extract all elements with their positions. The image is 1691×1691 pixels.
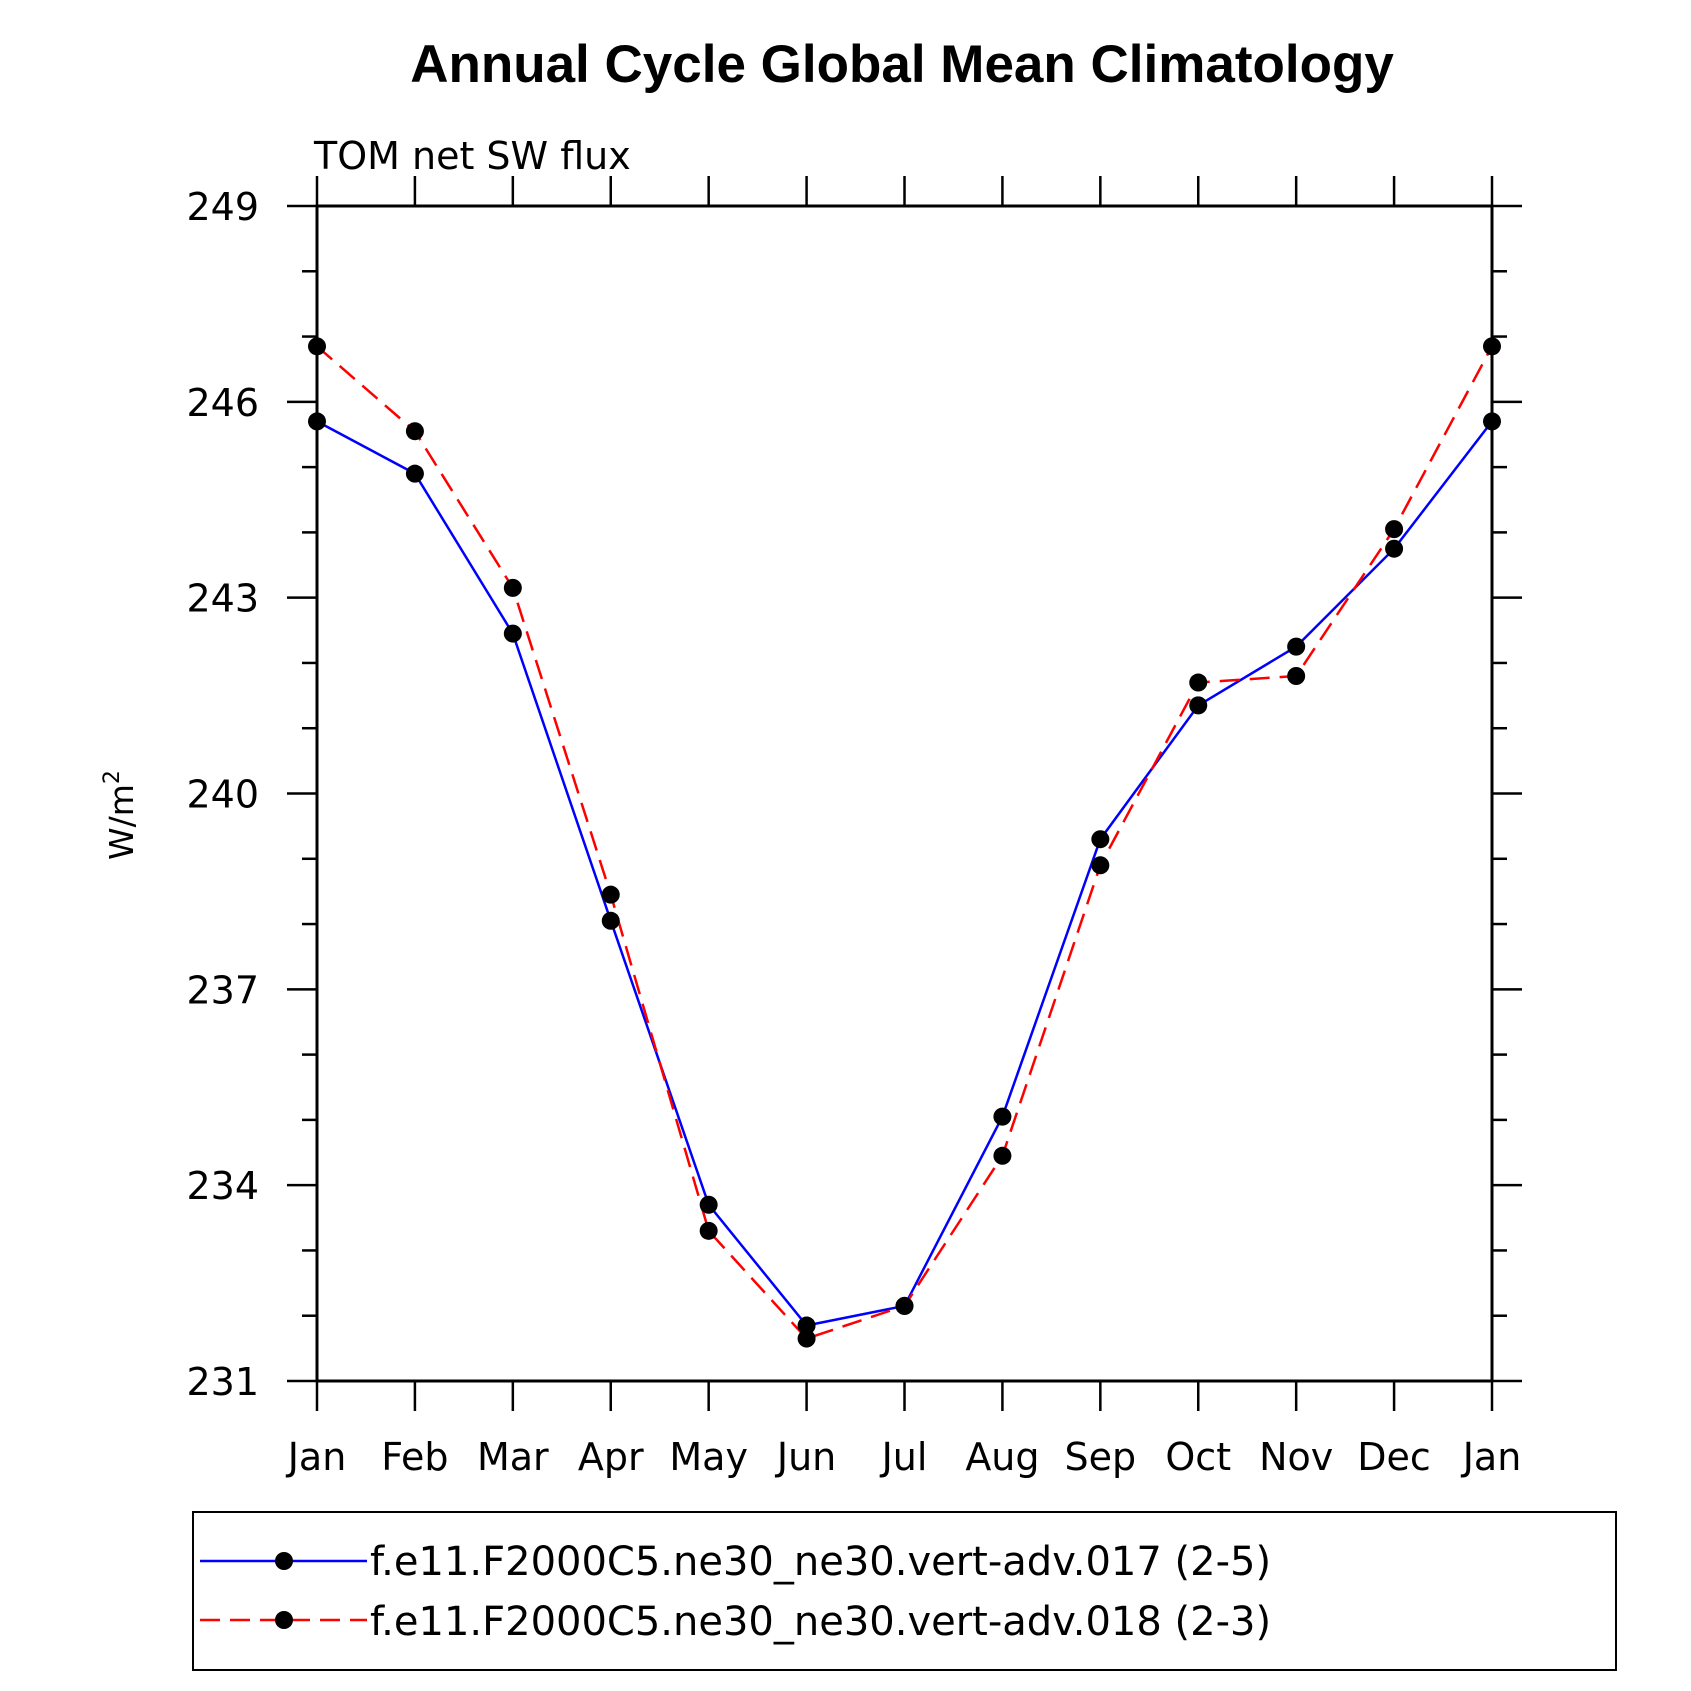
series-2-point xyxy=(1483,337,1501,356)
chart-title: Annual Cycle Global Mean Climatology xyxy=(410,35,1394,94)
series-2-point xyxy=(797,1329,816,1348)
series-1-point xyxy=(405,464,424,483)
series-1-point xyxy=(503,624,522,643)
series-2-point xyxy=(993,1146,1012,1165)
plot-frame xyxy=(315,204,1494,1383)
legend-label-series-1: f.e11.F2000C5.ne30_ne30.vert-adv.017 (2-… xyxy=(370,1539,1271,1585)
y-tick-label: 237 xyxy=(186,968,259,1012)
series-line-2 xyxy=(316,345,1494,1341)
series-2-point xyxy=(1189,673,1208,692)
svg-text:W/m2: W/m2 xyxy=(100,770,141,860)
x-tick-label: Mar xyxy=(477,1435,549,1479)
y-tick-label: 243 xyxy=(186,577,259,621)
series-2-point xyxy=(503,578,522,597)
y-tick-label: 249 xyxy=(186,185,259,229)
y-tick-label: 246 xyxy=(186,381,259,425)
y-tick-label: 231 xyxy=(186,1360,259,1404)
x-tick-label: Oct xyxy=(1165,1435,1231,1479)
x-tick-label: Jun xyxy=(775,1435,836,1479)
x-tick-label: May xyxy=(669,1435,748,1479)
series-1-point xyxy=(1091,830,1110,849)
x-tick-labels: Jan Feb Mar Apr May Jun Jul Aug Sep Oct Nov Dec Jan xyxy=(286,1435,1522,1479)
y-axis-label-text: W/m xyxy=(102,784,141,860)
series-2-point xyxy=(895,1296,914,1315)
x-tick-label: Aug xyxy=(965,1435,1039,1479)
legend-marker-series-1 xyxy=(275,1552,293,1570)
y-tick-label: 240 xyxy=(186,773,259,817)
legend-box xyxy=(192,1511,1617,1671)
axis-ticks xyxy=(287,176,1522,1411)
series-2-point xyxy=(1091,856,1110,875)
y-tick-label: 234 xyxy=(186,1164,259,1208)
series-2-point xyxy=(601,885,620,904)
series-1-point xyxy=(1483,412,1501,431)
x-tick-label: Jul xyxy=(880,1435,928,1479)
series-2-point xyxy=(405,422,424,441)
x-tick-label: Feb xyxy=(381,1435,448,1479)
legend-marker-series-2 xyxy=(275,1611,293,1629)
legend: f.e11.F2000C5.ne30_ne30.vert-adv.017 (2-… xyxy=(192,1511,1617,1671)
y-axis-label: W/m2 xyxy=(100,770,141,860)
series-layer xyxy=(308,337,1501,1348)
series-1-point xyxy=(308,412,326,431)
series-1-point xyxy=(1189,696,1208,715)
series-2-point xyxy=(1385,520,1404,539)
x-tick-label: Jan xyxy=(1461,1435,1522,1479)
series-1-point xyxy=(699,1195,718,1214)
chart-subtitle: TOM net SW flux xyxy=(313,134,631,178)
series-2-point xyxy=(308,337,326,356)
series-1-point xyxy=(797,1316,816,1335)
series-1-point xyxy=(1287,637,1306,656)
y-axis-label-superscript: 2 xyxy=(100,770,125,784)
series-2-point xyxy=(699,1221,718,1240)
x-tick-label: Nov xyxy=(1259,1435,1333,1479)
series-1-point xyxy=(601,911,620,930)
x-tick-label: Dec xyxy=(1357,1435,1431,1479)
legend-label-series-2: f.e11.F2000C5.ne30_ne30.vert-adv.018 (2-… xyxy=(370,1599,1271,1645)
series-1-point xyxy=(1385,539,1404,558)
y-tick-labels: 231 234 237 240 243 246 249 xyxy=(186,185,259,1404)
x-tick-label: Sep xyxy=(1065,1435,1137,1479)
x-tick-label: Jan xyxy=(286,1435,347,1479)
series-1-point xyxy=(993,1107,1012,1126)
x-tick-label: Apr xyxy=(578,1435,644,1479)
series-2-point xyxy=(1287,667,1306,685)
